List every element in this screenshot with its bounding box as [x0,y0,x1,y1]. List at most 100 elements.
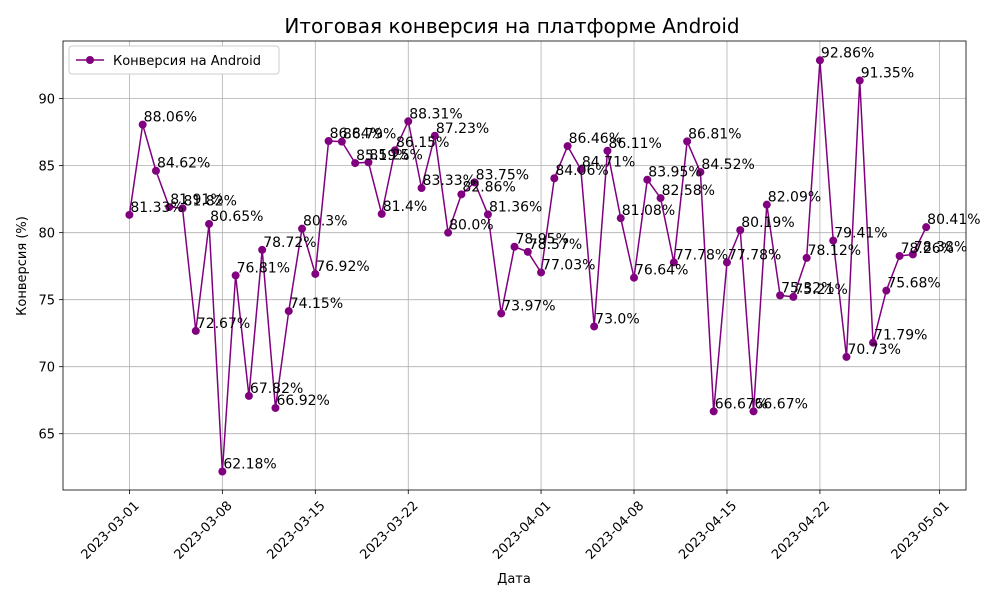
x-tick-label: 2023-04-08 [583,499,647,563]
x-tick-label: 2023-03-08 [172,499,236,563]
data-label: 85.19% [356,148,409,164]
data-label: 86.15% [396,135,449,151]
x-tick-label: 2023-04-22 [769,499,833,563]
axes [62,40,967,491]
x-tick-label: 2023-04-01 [490,499,554,563]
data-point [709,407,718,416]
data-point [178,204,187,213]
data-label: 76.81% [237,260,290,276]
data-label: 79.41% [834,226,887,242]
chart-title: Итоговая конверсия на платформе Android [284,14,739,38]
data-label: 86.79% [343,127,396,143]
data-label: 84.06% [555,163,608,179]
data-label: 86.46% [569,131,622,147]
data-point [590,322,599,331]
data-point [656,194,665,203]
data-label: 77.78% [728,247,781,263]
data-point [470,178,479,187]
data-label: 66.67% [755,396,808,412]
data-point [908,250,917,259]
grid-lines [63,41,966,490]
data-point [165,203,174,212]
data-label: 78.57% [529,237,582,253]
data-label: 86.81% [688,126,741,142]
x-axis-label: Дата [497,572,531,587]
data-point [736,226,745,235]
data-label: 80.0% [449,218,493,234]
data-point [537,268,546,277]
data-point [244,391,253,400]
data-label: 80.3% [303,214,347,230]
data-label: 81.36% [489,199,542,215]
y-tick-label: 90 [38,93,55,108]
y-tick-label: 75 [38,294,55,309]
series-points [125,56,931,476]
data-point [616,214,625,223]
data-point [842,352,851,361]
data-label: 83.33% [423,173,476,189]
data-point [258,245,267,254]
data-point [696,168,705,177]
data-point [882,286,891,295]
legend: Конверсия на Android [68,45,280,75]
data-label: 83.75% [476,167,529,183]
data-point [351,159,360,168]
y-axis-label: Конверсия (%) [15,216,30,316]
data-point [151,166,160,175]
y-tick-label: 85 [38,160,55,175]
data-point [271,403,280,412]
data-label: 81.4% [383,199,427,215]
data-point [603,146,612,155]
data-label: 84.62% [157,156,210,172]
data-point [576,165,585,174]
data-label: 75.68% [887,276,940,292]
data-label: 82.86% [462,179,515,195]
data-point [483,210,492,219]
data-point [815,56,824,65]
data-label: 72.67% [197,316,250,332]
data-point [829,236,838,245]
data-label: 84.71% [582,155,635,171]
y-tick-label: 70 [38,361,55,376]
data-point [510,242,519,251]
data-point [311,269,320,278]
data-label: 73.0% [595,311,639,327]
data-label: 78.26% [901,241,954,257]
x-axis-ticks: 2023-03-01 2023-03-08 2023-03-15 2023-03-22… [79,490,953,563]
data-label: 74.15% [290,296,343,312]
data-label: 80.19% [741,215,794,231]
data-label: 81.08% [622,203,675,219]
data-point [802,253,811,262]
data-point [563,142,572,151]
data-point [630,273,639,282]
data-point [377,209,386,218]
data-point [749,407,758,416]
data-label: 87.23% [436,121,489,137]
data-point [550,174,559,183]
data-label: 71.79% [874,328,927,344]
data-label: 66.92% [276,393,329,409]
data-point [895,251,904,260]
data-point [337,137,346,146]
legend-entry: Конверсия на Android [113,54,261,69]
data-label: 76.92% [316,259,369,275]
data-point [669,258,678,267]
data-label: 70.73% [847,342,900,358]
data-point [298,224,307,233]
x-tick-label: 2023-03-01 [79,499,143,563]
data-point [390,146,399,155]
data-label: 91.35% [861,66,914,82]
y-tick-label: 65 [38,428,55,443]
data-point [324,136,333,145]
data-point [457,190,466,199]
legend-box [68,45,280,75]
data-point [776,291,785,300]
data-point [138,120,147,129]
y-axis-ticks: 65 70 75 80 85 90 [38,93,63,443]
data-label: 75.21% [794,282,847,298]
data-label: 73.97% [502,298,555,314]
data-point [869,338,878,347]
data-label: 75.32% [781,280,834,296]
data-point [722,258,731,267]
data-point [231,271,240,280]
